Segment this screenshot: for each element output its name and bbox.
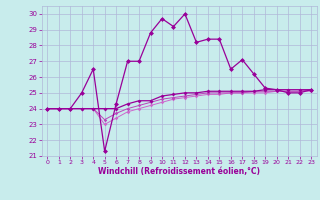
X-axis label: Windchill (Refroidissement éolien,°C): Windchill (Refroidissement éolien,°C) [98, 167, 260, 176]
